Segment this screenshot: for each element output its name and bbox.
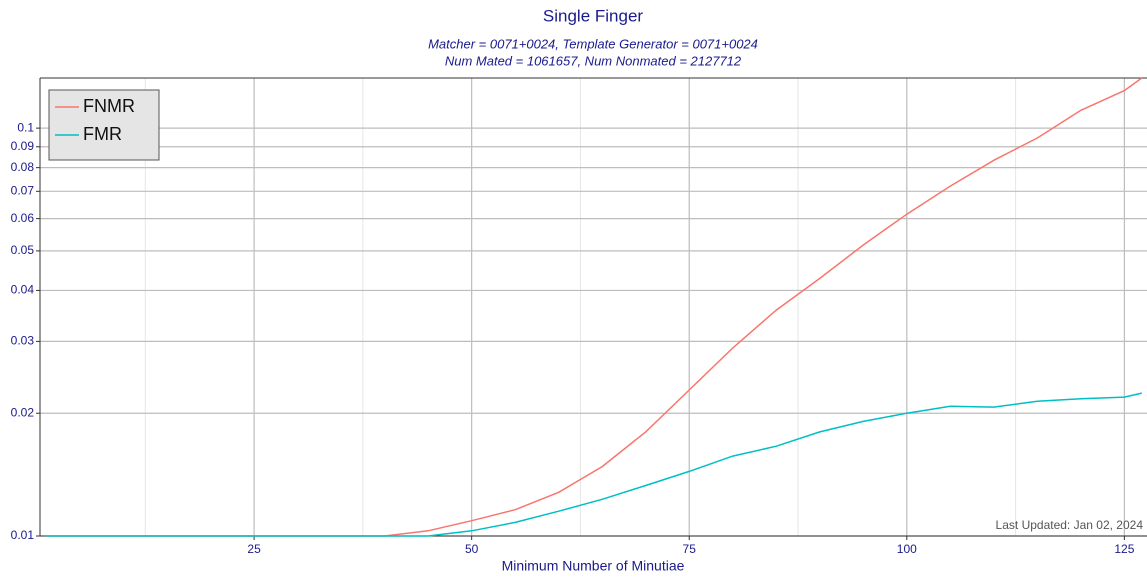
y-tick-label: 0.01: [11, 528, 35, 542]
y-tick-label: 0.07: [11, 183, 35, 197]
chart-title: Single Finger: [543, 6, 644, 25]
annotation: Last Updated: Jan 02, 2024: [996, 518, 1144, 532]
legend-label: FMR: [83, 124, 122, 144]
y-tick-label: 0.06: [11, 211, 35, 225]
x-tick-label: 50: [465, 542, 479, 556]
y-tick-label: 0.09: [11, 139, 35, 153]
x-tick-label: 25: [247, 542, 261, 556]
series-line: [45, 392, 1142, 537]
x-tick-label: 100: [897, 542, 917, 556]
y-tick-label: 0.08: [11, 160, 35, 174]
chart-subtitle: Num Mated = 1061657, Num Nonmated = 2127…: [445, 53, 742, 68]
y-tick-label: 0.1: [17, 120, 34, 134]
y-tick-label: 0.05: [11, 243, 35, 257]
x-axis-label: Minimum Number of Minutiae: [502, 558, 685, 574]
chart-subtitle: Matcher = 0071+0024, Template Generator …: [428, 36, 758, 51]
legend-label: FNMR: [83, 96, 135, 116]
legend-box: [48, 89, 160, 161]
y-tick-label: 0.02: [11, 405, 35, 419]
x-tick-label: 75: [683, 542, 697, 556]
x-tick-label: 125: [1114, 542, 1134, 556]
plot-area: [40, 78, 1147, 536]
y-tick-label: 0.04: [11, 283, 35, 297]
y-tick-label: 0.03: [11, 334, 35, 348]
